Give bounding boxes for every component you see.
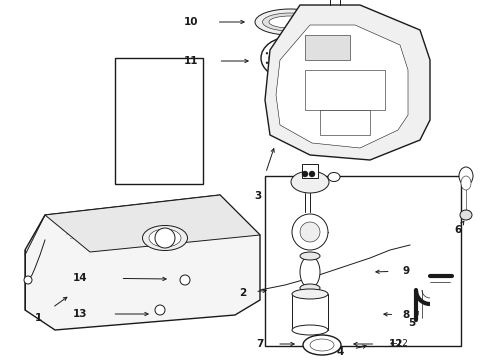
Text: 1: 1 [34,313,42,323]
Ellipse shape [149,229,181,247]
Text: 11: 11 [184,56,198,66]
Ellipse shape [459,167,473,185]
Circle shape [292,214,328,250]
Bar [305,35,350,60]
Circle shape [302,171,308,177]
Circle shape [266,62,268,64]
Text: 5: 5 [408,318,416,328]
Text: 8: 8 [402,310,410,320]
Text: 7: 7 [256,339,264,349]
Circle shape [299,72,301,75]
Text: 12: 12 [389,339,403,349]
Text: ←12: ←12 [390,339,409,348]
Ellipse shape [255,9,325,35]
Bar [302,164,318,178]
Ellipse shape [143,225,188,251]
Circle shape [313,57,315,59]
Ellipse shape [328,172,340,181]
Ellipse shape [461,176,471,190]
Circle shape [266,52,268,54]
Bar [115,58,203,184]
Text: 6: 6 [454,225,462,235]
Ellipse shape [292,289,328,299]
Polygon shape [276,25,408,148]
Circle shape [313,57,315,59]
Text: 3: 3 [254,191,262,201]
Circle shape [273,44,275,46]
Text: 2: 2 [240,288,246,298]
Ellipse shape [300,256,320,288]
Circle shape [286,74,288,76]
Bar [292,294,328,330]
Circle shape [309,171,315,177]
Ellipse shape [269,44,311,72]
Circle shape [299,41,301,44]
Circle shape [286,40,288,42]
Circle shape [24,276,32,284]
Text: 9: 9 [402,266,410,276]
Ellipse shape [261,37,319,79]
Circle shape [155,228,175,248]
Ellipse shape [303,335,341,355]
Ellipse shape [300,284,320,292]
Ellipse shape [460,210,472,220]
Circle shape [180,275,190,285]
Text: 4: 4 [336,347,343,357]
Text: 13: 13 [73,309,87,319]
Ellipse shape [310,339,334,351]
Circle shape [309,66,311,68]
Bar [305,70,385,110]
Polygon shape [25,195,260,330]
Circle shape [309,48,311,50]
Polygon shape [45,195,260,252]
Polygon shape [265,5,430,160]
Circle shape [273,70,275,72]
Bar [320,110,370,135]
Ellipse shape [291,171,329,193]
Ellipse shape [263,13,318,31]
Circle shape [300,222,320,242]
Ellipse shape [300,252,320,260]
Circle shape [155,305,165,315]
Text: 14: 14 [73,273,87,283]
Ellipse shape [269,16,311,28]
Text: 10: 10 [184,17,198,27]
Bar [265,176,461,346]
Ellipse shape [292,325,328,335]
